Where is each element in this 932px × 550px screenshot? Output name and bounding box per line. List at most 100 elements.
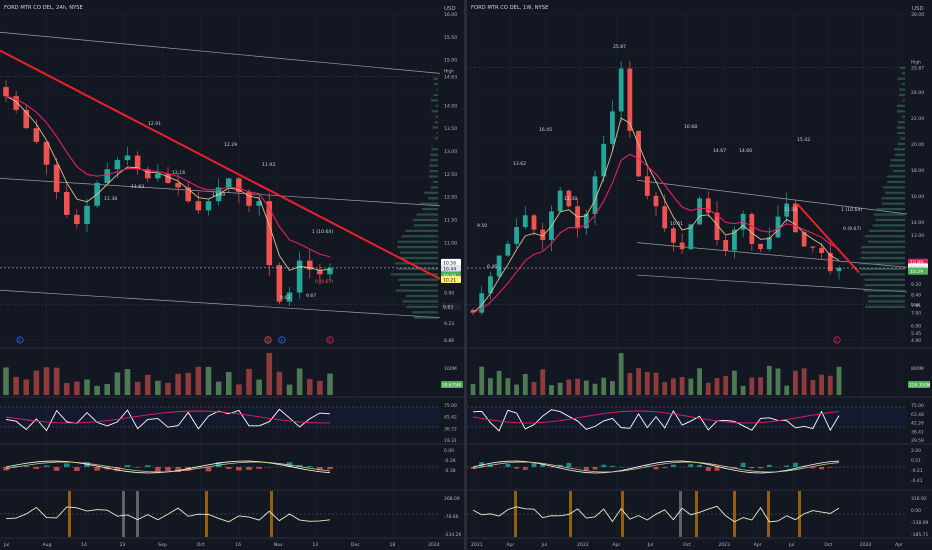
volume-bar bbox=[749, 377, 755, 395]
volume-profile-bar bbox=[867, 300, 905, 303]
price-flag bbox=[441, 276, 461, 284]
macd-histogram-bar bbox=[827, 467, 833, 468]
high-label: High bbox=[911, 60, 921, 66]
rsi-axis-tick: 42.26 bbox=[911, 421, 924, 427]
macd-axis-tick: -0.41 bbox=[911, 478, 923, 484]
chart-pane-24h[interactable]: FORD MTR CO DEL, 24h, NYSE USD 12.91 12.29 1… bbox=[0, 0, 464, 550]
candle-body bbox=[662, 206, 668, 229]
candle-body bbox=[540, 229, 546, 240]
volume-bar bbox=[23, 379, 30, 395]
rsi-signal-line bbox=[472, 410, 840, 424]
price-axis-tick: 22.00 bbox=[911, 116, 924, 122]
price-flag-text: 10.89 bbox=[910, 260, 923, 266]
price-axis-tick: 8.40 bbox=[911, 293, 921, 299]
pane-divider[interactable] bbox=[464, 0, 467, 550]
volume-profile-bar bbox=[434, 83, 438, 86]
volume-axis-label: 800M bbox=[911, 366, 924, 372]
volume-bar bbox=[488, 378, 493, 395]
volume-bar bbox=[215, 381, 222, 395]
osc-highlight-band bbox=[621, 491, 624, 537]
price-annotation: 10.61 bbox=[670, 221, 683, 227]
macd-axis-tick: -0.21 bbox=[911, 468, 923, 474]
osc-line bbox=[5, 506, 331, 523]
rsi-axis-tick: 19.31 bbox=[444, 438, 457, 444]
price-axis-tick: 16.00 bbox=[444, 12, 457, 18]
volume-profile-bar bbox=[427, 197, 438, 200]
price-annotation: 6.46 bbox=[487, 264, 497, 270]
candle-body bbox=[74, 214, 80, 225]
volume-profile-bar bbox=[875, 218, 905, 222]
volume-profile-bar bbox=[860, 256, 905, 260]
candle-body bbox=[276, 265, 283, 302]
price-axis-tick: 7.00 bbox=[911, 311, 921, 317]
price-flag-text: 10.44 bbox=[443, 266, 456, 272]
volume-profile-bar bbox=[430, 159, 438, 162]
candle-body bbox=[819, 247, 824, 253]
price-annotation: 11.38 bbox=[104, 196, 117, 202]
macd-histogram-bar bbox=[3, 467, 9, 471]
macd-histogram-bar bbox=[610, 465, 615, 467]
candle-body bbox=[496, 255, 502, 277]
volume-profile-bar bbox=[881, 197, 905, 200]
volume-bar bbox=[155, 380, 161, 395]
macd-histogram-bar bbox=[714, 467, 720, 471]
volume-profile-bar bbox=[430, 99, 438, 102]
price-annotation: 1 (10.64) bbox=[841, 207, 862, 213]
volume-bar bbox=[13, 376, 19, 395]
volume-profile-bar bbox=[433, 180, 438, 184]
macd-histogram-bar bbox=[819, 467, 824, 470]
macd-histogram-bar bbox=[134, 467, 141, 468]
candle-body bbox=[653, 195, 659, 207]
price-axis-tick: 4.90 bbox=[911, 338, 921, 344]
volume-profile-bar bbox=[887, 180, 905, 184]
currency-label: USD bbox=[444, 6, 456, 12]
candle-body bbox=[566, 190, 572, 207]
volume-profile-bar bbox=[429, 169, 438, 173]
macd-histogram-bar bbox=[766, 464, 772, 467]
volume-bar bbox=[225, 372, 232, 395]
candle-body bbox=[758, 243, 763, 250]
volume-profile-bar bbox=[401, 235, 438, 238]
candle-body bbox=[317, 269, 323, 275]
volume-bar bbox=[33, 370, 40, 395]
candle-body bbox=[697, 198, 702, 225]
price-flag bbox=[441, 258, 461, 266]
candle-body bbox=[749, 214, 755, 244]
volume-bar bbox=[505, 378, 511, 395]
macd-axis-tick: 0.00 bbox=[444, 448, 454, 454]
chart-pane-1w[interactable]: FORD MTR CO DEL, 1W, NYSE USD 25.87 16.45 13… bbox=[467, 0, 932, 550]
candle-body bbox=[470, 310, 476, 313]
volume-bar bbox=[84, 379, 90, 395]
osc-highlight-band bbox=[122, 491, 125, 537]
volume-bar bbox=[583, 380, 589, 395]
osc-highlight-band bbox=[798, 491, 801, 537]
volume-bar bbox=[653, 372, 659, 395]
macd-histogram-bar bbox=[296, 464, 303, 467]
candle-body bbox=[144, 169, 151, 179]
volume-bar bbox=[94, 385, 100, 395]
candle-body bbox=[618, 68, 624, 112]
volume-profile-bar bbox=[429, 164, 438, 167]
price-flag-text: 9.63 bbox=[443, 304, 453, 310]
osc-highlight-band bbox=[695, 491, 698, 537]
volume-bar bbox=[775, 368, 781, 395]
candle-body bbox=[185, 187, 192, 202]
candle-body bbox=[714, 212, 720, 240]
volume-profile-bar bbox=[873, 213, 905, 216]
volume-profile-bar bbox=[890, 159, 905, 162]
macd-histogram-bar bbox=[175, 467, 181, 472]
volume-profile-bar bbox=[436, 88, 438, 91]
macd-histogram-bar bbox=[124, 465, 131, 467]
volume-bar bbox=[784, 385, 790, 395]
volume-bar bbox=[618, 353, 624, 395]
candle-body bbox=[256, 201, 262, 206]
macd-histogram-bar bbox=[33, 467, 40, 469]
osc-axis-tick: 316.92 bbox=[911, 496, 927, 502]
volume-profile-bar bbox=[896, 126, 905, 129]
price-annotation: 12.16 bbox=[172, 170, 185, 176]
candle-body bbox=[327, 267, 333, 275]
date-axis-label: Jul bbox=[541, 542, 548, 548]
candle-body bbox=[13, 96, 19, 110]
osc-axis-tick: -234.26 bbox=[444, 532, 462, 538]
candle-body bbox=[557, 190, 563, 212]
